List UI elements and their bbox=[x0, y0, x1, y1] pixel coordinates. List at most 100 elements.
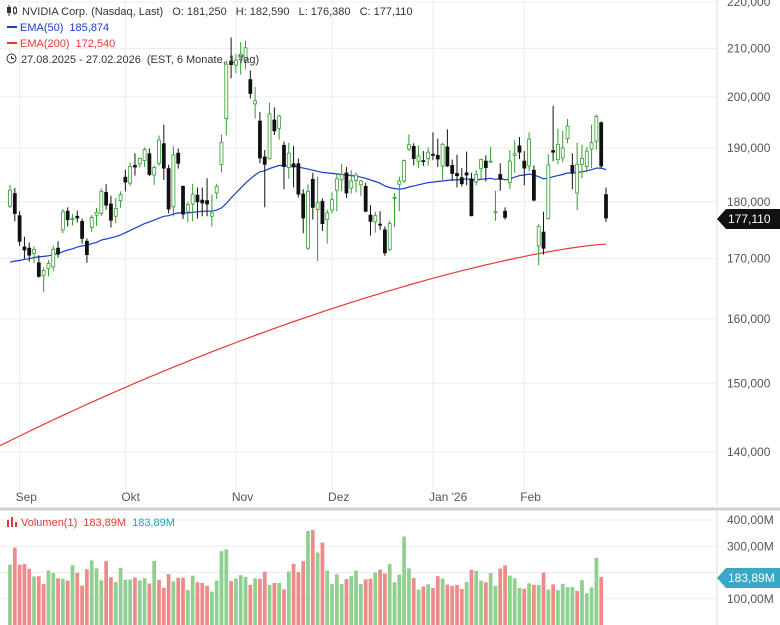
candle-body bbox=[580, 158, 584, 165]
candle-body bbox=[584, 150, 589, 167]
volume-bar bbox=[291, 563, 296, 625]
volume-bar bbox=[70, 565, 75, 625]
candle-body bbox=[532, 169, 536, 201]
volume-bar bbox=[421, 586, 426, 625]
ema50-value: 185,874 bbox=[69, 22, 110, 34]
volume-legend[interactable]: Volumen(1) 183,89M 183,89M bbox=[6, 515, 181, 531]
volume-tick-label: 100,00M bbox=[727, 592, 774, 606]
volume-bar bbox=[89, 560, 94, 625]
candle-body bbox=[70, 218, 75, 220]
candle-body bbox=[209, 212, 214, 217]
volume-bar bbox=[133, 577, 137, 625]
volume-bar bbox=[330, 583, 334, 625]
ema200-legend[interactable]: EMA(200) 172,540 bbox=[6, 36, 419, 52]
volume-bar bbox=[200, 583, 205, 625]
volume-bar bbox=[411, 578, 416, 625]
last-price-badge: 177,110 bbox=[717, 209, 780, 229]
volume-bar bbox=[157, 579, 161, 625]
volume-bar bbox=[161, 587, 166, 625]
volume-bar bbox=[397, 574, 402, 625]
ema50-legend[interactable]: EMA(50) 185,874 bbox=[6, 20, 419, 36]
volume-bars bbox=[8, 529, 604, 625]
candle-body bbox=[171, 154, 176, 208]
candle-body bbox=[411, 145, 416, 159]
candle-body bbox=[455, 173, 459, 176]
volume-bar bbox=[532, 584, 536, 625]
volume-bar bbox=[219, 551, 224, 625]
date-range: 27.08.2025 - 27.02.2026 (EST, 6 Monate, 1… bbox=[6, 52, 419, 68]
candle-body bbox=[137, 158, 142, 165]
candle-body bbox=[387, 223, 392, 250]
volume-bar bbox=[344, 579, 349, 625]
candle-body bbox=[205, 200, 209, 205]
candle-body bbox=[334, 178, 339, 191]
volume-bar bbox=[556, 590, 560, 625]
candle-body bbox=[435, 154, 440, 160]
volume-bar bbox=[503, 565, 507, 625]
volume-bar bbox=[584, 593, 589, 625]
volume-bar bbox=[416, 589, 421, 625]
volume-bar bbox=[536, 585, 541, 625]
time-tick-label: Dez bbox=[328, 490, 349, 504]
volume-bar bbox=[85, 569, 89, 625]
volume-bar bbox=[123, 579, 128, 625]
volume-bar bbox=[147, 583, 152, 625]
candle-body bbox=[99, 190, 104, 214]
volume-bar bbox=[512, 578, 517, 625]
volume-bar bbox=[325, 570, 330, 625]
volume-bar bbox=[80, 585, 84, 625]
candle-body bbox=[320, 200, 325, 224]
volume-bar bbox=[296, 571, 301, 625]
volume-bar bbox=[546, 589, 551, 625]
candle-body bbox=[536, 226, 541, 247]
price-axis: 220,000 210,000 200,000 190,000 180,000 170,0… bbox=[727, 0, 771, 459]
candle-body bbox=[32, 248, 36, 254]
volume-bar bbox=[214, 580, 219, 625]
volume-bar bbox=[431, 587, 435, 625]
candle-body bbox=[315, 201, 320, 210]
candle-body bbox=[349, 180, 354, 189]
candle-body bbox=[431, 153, 435, 156]
volume-bar bbox=[493, 585, 498, 625]
volume-bar bbox=[8, 564, 12, 625]
candle-body bbox=[65, 210, 70, 221]
volume-bar bbox=[464, 581, 469, 625]
volume-bar bbox=[128, 579, 133, 625]
volume-bar bbox=[469, 569, 474, 625]
candle-body bbox=[296, 163, 301, 195]
volume-bar bbox=[320, 542, 325, 625]
volume-bar bbox=[17, 564, 22, 625]
high-value: 182,590 bbox=[249, 6, 290, 18]
candle-body bbox=[190, 193, 195, 205]
close-value: 177,110 bbox=[373, 6, 413, 18]
volume-bar bbox=[349, 576, 354, 625]
candle-body bbox=[12, 193, 17, 214]
volume-value: 183,89M bbox=[83, 517, 127, 529]
volume-bar bbox=[22, 564, 27, 625]
volume-bar bbox=[181, 577, 185, 625]
candle-body bbox=[368, 214, 373, 222]
price-tick-label: 210,000 bbox=[727, 41, 771, 55]
low-value: 176,380 bbox=[310, 6, 351, 18]
volume-bar bbox=[51, 573, 56, 625]
time-tick-label: Feb bbox=[520, 490, 541, 504]
candle-body bbox=[85, 240, 89, 256]
ema50-line bbox=[9, 164, 607, 263]
volume-bar bbox=[435, 576, 440, 625]
volume-bar bbox=[41, 584, 46, 625]
title-row: NVIDIA Corp. (Nasdaq, Last) O: 181,250 H:… bbox=[6, 4, 419, 20]
volume-bar bbox=[575, 590, 580, 625]
time-tick-label: Sep bbox=[16, 490, 38, 504]
volume-bar bbox=[32, 576, 36, 625]
candle-body bbox=[541, 231, 546, 249]
volume-bar bbox=[27, 568, 32, 625]
candle-body bbox=[272, 119, 277, 132]
candle-body bbox=[483, 160, 488, 168]
candle-body bbox=[258, 120, 262, 159]
candle-body bbox=[565, 125, 570, 139]
volume-bar bbox=[282, 589, 286, 625]
candle-body bbox=[277, 115, 282, 129]
candle-body bbox=[133, 165, 137, 168]
candle-body bbox=[253, 100, 258, 105]
volume-bar bbox=[286, 571, 291, 625]
